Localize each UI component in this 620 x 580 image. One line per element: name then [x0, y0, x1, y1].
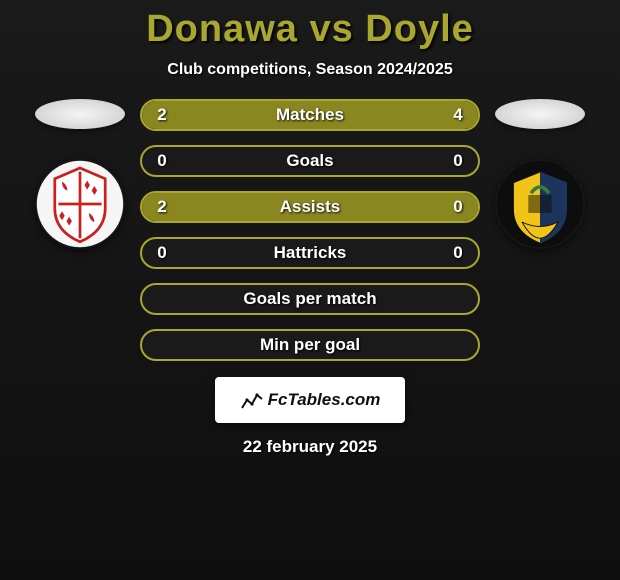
page-title: Donawa vs Doyle	[146, 8, 474, 51]
page-subtitle: Club competitions, Season 2024/2025	[167, 61, 452, 79]
stat-label: Assists	[182, 197, 438, 217]
club-badge-left	[35, 159, 125, 249]
stat-bar: Goals per match	[140, 283, 480, 315]
shield-icon	[495, 159, 585, 249]
comparison-card: Donawa vs Doyle Club competitions, Seaso…	[0, 0, 620, 580]
shield-icon	[35, 159, 125, 249]
main-row: 2Matches40Goals02Assists00Hattricks0Goal…	[0, 99, 620, 361]
branding-label: FcTables.com	[268, 390, 381, 410]
stat-label: Hattricks	[182, 243, 438, 263]
stat-value-right: 0	[438, 243, 478, 263]
stat-value-left: 2	[142, 197, 182, 217]
stat-label: Goals	[182, 151, 438, 171]
club-badge-right	[495, 159, 585, 249]
stat-bar: Min per goal	[140, 329, 480, 361]
stat-value-right: 0	[438, 197, 478, 217]
stats-bars: 2Matches40Goals02Assists00Hattricks0Goal…	[140, 99, 480, 361]
stat-bar: 0Hattricks0	[140, 237, 480, 269]
date-text: 22 february 2025	[243, 437, 377, 457]
player-photo-right	[495, 99, 585, 129]
stat-value-left: 2	[142, 105, 182, 125]
stat-value-left: 0	[142, 151, 182, 171]
stat-label: Goals per match	[182, 289, 438, 309]
stat-label: Min per goal	[182, 335, 438, 355]
stat-label: Matches	[182, 105, 438, 125]
stat-bar: 0Goals0	[140, 145, 480, 177]
chart-icon	[240, 388, 264, 412]
stat-value-right: 4	[438, 105, 478, 125]
right-column	[480, 99, 600, 249]
left-column	[20, 99, 140, 249]
stat-bar: 2Matches4	[140, 99, 480, 131]
stat-value-left: 0	[142, 243, 182, 263]
stat-bar: 2Assists0	[140, 191, 480, 223]
player-photo-left	[35, 99, 125, 129]
stat-value-right: 0	[438, 151, 478, 171]
branding-box[interactable]: FcTables.com	[215, 377, 405, 423]
